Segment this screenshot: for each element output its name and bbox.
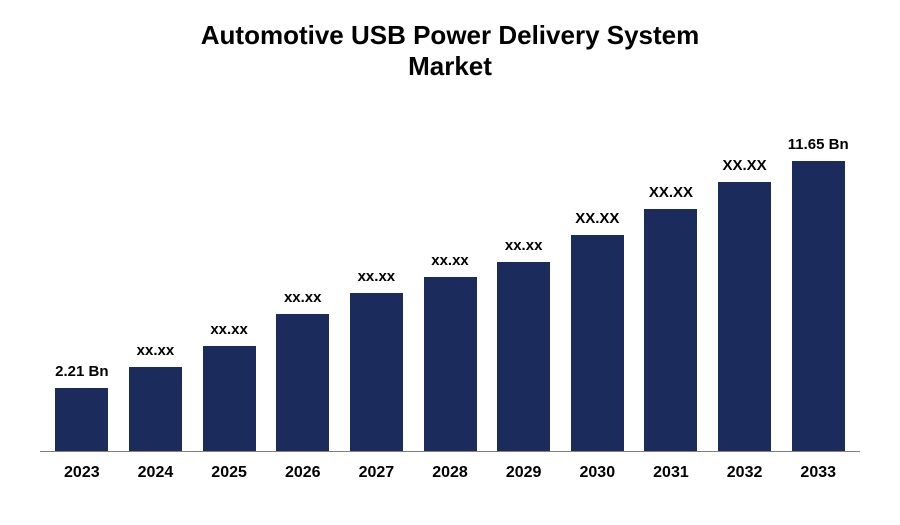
bar (55, 388, 108, 451)
bar-value-label: xx.xx (431, 252, 469, 269)
bar-group: 11.65 Bn (781, 122, 855, 451)
bar-group: 2.21 Bn (45, 122, 119, 451)
bar (129, 367, 182, 451)
bar-value-label: xx.xx (137, 342, 175, 359)
x-axis-label: 2033 (781, 464, 855, 482)
bar (792, 161, 845, 451)
bar-value-label: XX.XX (575, 210, 619, 227)
bar (424, 277, 477, 451)
x-axis-label: 2028 (413, 464, 487, 482)
bar (571, 235, 624, 451)
bar-group: XX.XX (560, 122, 634, 451)
chart-title-line1: Automotive USB Power Delivery System (40, 20, 860, 51)
bar-value-label: xx.xx (358, 268, 396, 285)
x-axis: 2023202420252026202720282029203020312032… (40, 464, 860, 482)
bar (718, 182, 771, 451)
bar (497, 262, 550, 452)
x-axis-label: 2027 (340, 464, 414, 482)
bar (276, 314, 329, 451)
chart-area: 2.21 Bn xx.xx xx.xx xx.xx xx.xx xx.xx xx.xx XX.… (40, 122, 860, 482)
bars-container: 2.21 Bn xx.xx xx.xx xx.xx xx.xx xx.xx xx.xx XX.… (40, 122, 860, 452)
bar-group: xx.xx (413, 122, 487, 451)
bar (203, 346, 256, 451)
chart-title-line2: Market (40, 51, 860, 82)
bar-value-label: xx.xx (284, 289, 322, 306)
bar-value-label: 2.21 Bn (55, 363, 108, 380)
bar-group: xx.xx (119, 122, 193, 451)
x-axis-label: 2025 (192, 464, 266, 482)
x-axis-label: 2032 (708, 464, 782, 482)
x-axis-label: 2023 (45, 464, 119, 482)
bar-group: XX.XX (708, 122, 782, 451)
x-axis-label: 2024 (119, 464, 193, 482)
bar-group: xx.xx (340, 122, 414, 451)
bar-value-label: XX.XX (649, 184, 693, 201)
bar-group: xx.xx (266, 122, 340, 451)
x-axis-label: 2029 (487, 464, 561, 482)
bar (644, 209, 697, 452)
chart-container: Automotive USB Power Delivery System Mar… (0, 0, 900, 525)
bar-value-label: 11.65 Bn (788, 136, 849, 153)
bar-group: xx.xx (192, 122, 266, 451)
bar-group: XX.XX (634, 122, 708, 451)
chart-title: Automotive USB Power Delivery System Mar… (40, 20, 860, 82)
x-axis-label: 2026 (266, 464, 340, 482)
bar-value-label: XX.XX (722, 157, 766, 174)
bar-value-label: xx.xx (505, 237, 543, 254)
x-axis-label: 2031 (634, 464, 708, 482)
bar (350, 293, 403, 451)
x-axis-label: 2030 (560, 464, 634, 482)
bar-group: xx.xx (487, 122, 561, 451)
bar-value-label: xx.xx (210, 321, 248, 338)
